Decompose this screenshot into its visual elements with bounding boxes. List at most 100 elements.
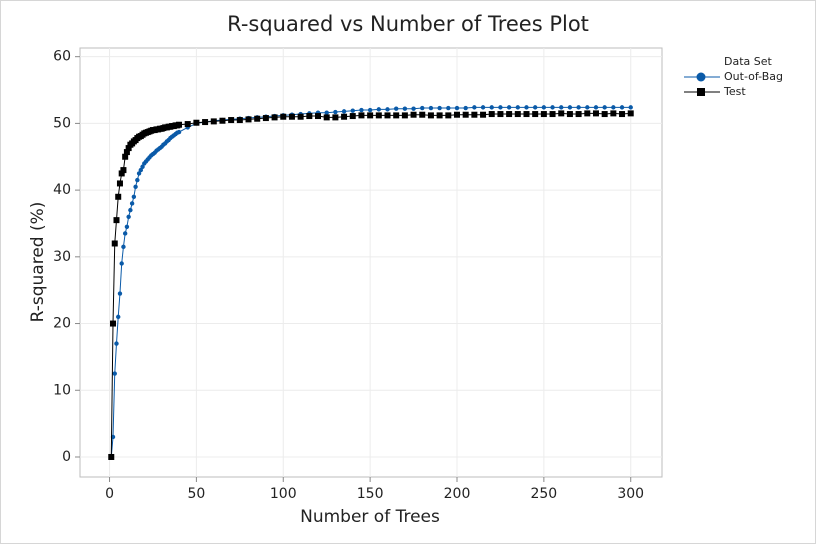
marker	[550, 105, 555, 110]
marker	[375, 112, 382, 119]
marker	[454, 105, 460, 111]
marker	[627, 110, 634, 117]
marker	[602, 105, 607, 110]
marker	[384, 112, 391, 119]
marker	[128, 207, 133, 213]
marker	[176, 129, 182, 135]
marker	[611, 105, 616, 110]
marker	[288, 113, 295, 120]
legend-marker	[696, 72, 706, 82]
marker	[541, 105, 547, 110]
marker	[402, 106, 408, 111]
marker	[116, 314, 121, 320]
marker	[349, 113, 356, 120]
marker	[515, 105, 521, 110]
marker	[559, 105, 564, 110]
marker	[112, 371, 117, 376]
marker	[419, 111, 426, 118]
y-tick-label: 20	[53, 316, 71, 332]
marker	[489, 105, 494, 110]
marker	[619, 105, 625, 110]
marker	[549, 111, 556, 118]
marker	[446, 105, 451, 111]
marker	[628, 105, 633, 110]
marker	[117, 291, 123, 296]
marker	[497, 111, 504, 118]
marker	[110, 320, 117, 327]
marker	[176, 121, 183, 128]
legend-marker	[697, 88, 705, 96]
marker	[125, 145, 132, 152]
marker	[401, 112, 408, 119]
marker	[436, 112, 443, 119]
marker	[524, 105, 529, 110]
marker	[228, 117, 235, 124]
marker	[506, 105, 512, 110]
marker	[367, 112, 374, 119]
marker	[280, 113, 287, 120]
marker	[136, 171, 142, 176]
marker	[472, 105, 477, 110]
marker	[202, 119, 209, 126]
marker	[480, 105, 486, 110]
y-tick-label: 30	[53, 249, 71, 265]
marker	[576, 105, 581, 110]
legend-label: Out-of-Bag	[724, 70, 783, 83]
marker	[262, 115, 269, 122]
marker	[124, 224, 130, 230]
marker	[324, 110, 329, 115]
marker	[306, 113, 313, 120]
marker	[138, 167, 144, 173]
marker	[129, 201, 135, 206]
marker	[610, 110, 617, 117]
marker	[437, 105, 442, 111]
marker	[593, 105, 599, 110]
marker	[350, 108, 355, 113]
x-tick-label: 300	[617, 486, 644, 502]
x-tick-label: 200	[444, 486, 471, 502]
marker	[219, 117, 226, 124]
y-tick-label: 40	[53, 182, 71, 198]
marker	[462, 111, 469, 118]
legend-title: Data Set	[724, 55, 773, 68]
marker	[385, 107, 390, 112]
marker	[619, 111, 626, 118]
marker	[566, 111, 573, 118]
marker	[393, 112, 400, 119]
marker	[592, 110, 599, 117]
y-tick-label: 50	[53, 115, 71, 131]
marker	[184, 121, 191, 128]
marker	[514, 111, 521, 118]
marker	[118, 170, 125, 177]
marker	[585, 105, 590, 110]
marker	[584, 110, 591, 117]
marker	[323, 114, 330, 121]
marker	[341, 113, 348, 120]
marker	[359, 107, 364, 113]
marker	[376, 107, 382, 112]
marker	[133, 184, 138, 189]
marker	[113, 217, 120, 224]
marker	[420, 105, 425, 111]
plot-area	[79, 47, 663, 478]
y-axis-label: R-squared (%)	[28, 202, 48, 323]
marker	[411, 106, 416, 111]
marker	[532, 105, 538, 110]
marker	[532, 111, 539, 118]
legend-label: Test	[723, 85, 746, 98]
marker	[428, 105, 434, 111]
marker	[297, 113, 304, 120]
marker	[558, 110, 565, 117]
marker	[567, 105, 573, 110]
marker	[114, 341, 119, 346]
marker	[471, 111, 478, 118]
marker	[131, 194, 137, 199]
marker	[271, 114, 278, 121]
marker	[453, 111, 460, 118]
marker	[498, 105, 503, 110]
marker	[480, 111, 487, 118]
marker	[575, 111, 582, 118]
marker	[488, 111, 495, 118]
marker	[254, 115, 261, 122]
